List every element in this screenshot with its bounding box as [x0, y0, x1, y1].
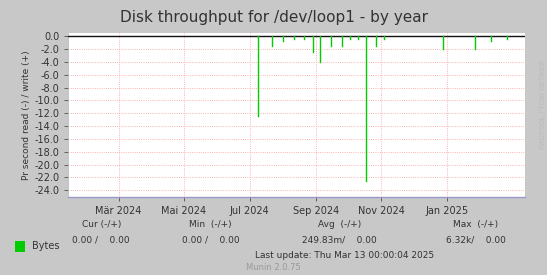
Text: Min  (-/+): Min (-/+): [189, 220, 232, 229]
Y-axis label: Pr second read (-) / write (+): Pr second read (-) / write (+): [22, 50, 31, 180]
Text: Bytes: Bytes: [32, 241, 59, 251]
Text: Cur (-/+): Cur (-/+): [82, 220, 121, 229]
Text: RRDTOOL / TOBI OETIKER: RRDTOOL / TOBI OETIKER: [540, 60, 546, 149]
Text: Disk throughput for /dev/loop1 - by year: Disk throughput for /dev/loop1 - by year: [119, 10, 428, 25]
Text: 0.00 /    0.00: 0.00 / 0.00: [72, 236, 130, 244]
Text: Max  (-/+): Max (-/+): [453, 220, 498, 229]
Text: 0.00 /    0.00: 0.00 / 0.00: [182, 236, 240, 244]
Text: Avg  (-/+): Avg (-/+): [317, 220, 361, 229]
Text: Last update: Thu Mar 13 00:00:04 2025: Last update: Thu Mar 13 00:00:04 2025: [255, 251, 434, 260]
Text: Munin 2.0.75: Munin 2.0.75: [246, 263, 301, 272]
Text: 6.32k/    0.00: 6.32k/ 0.00: [446, 236, 506, 244]
Text: 249.83m/    0.00: 249.83m/ 0.00: [302, 236, 376, 244]
